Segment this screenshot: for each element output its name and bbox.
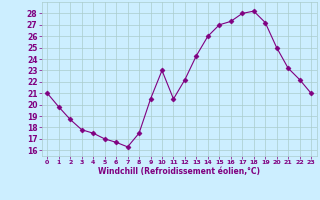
X-axis label: Windchill (Refroidissement éolien,°C): Windchill (Refroidissement éolien,°C) (98, 167, 260, 176)
